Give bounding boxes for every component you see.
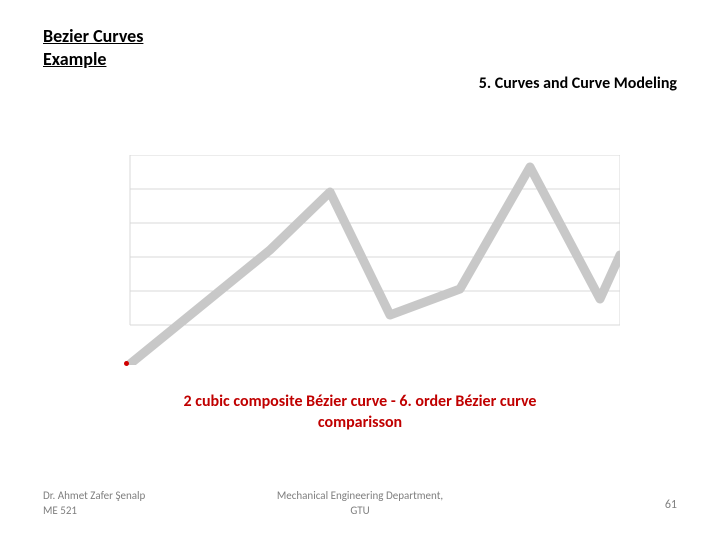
chart-red-dot: [124, 361, 129, 366]
heading-line1: Bezier CurvesExample: [43, 25, 143, 70]
footer-dept1: Mechanical Engineering Department,: [0, 489, 720, 503]
section-title: 5. Curves and Curve Modeling: [479, 74, 677, 93]
chart-svg: [120, 155, 620, 365]
slide-heading: Bezier CurvesExample: [43, 25, 143, 70]
chart-caption: 2 cubic composite Bézier curve - 6. orde…: [0, 392, 720, 434]
caption-text: 2 cubic composite Bézier curve - 6. orde…: [184, 392, 537, 432]
footer-page-number: 61: [665, 498, 677, 512]
bezier-chart: [120, 155, 620, 365]
footer-center: Mechanical Engineering Department, GTU: [0, 489, 720, 518]
footer-dept2: GTU: [0, 504, 720, 518]
